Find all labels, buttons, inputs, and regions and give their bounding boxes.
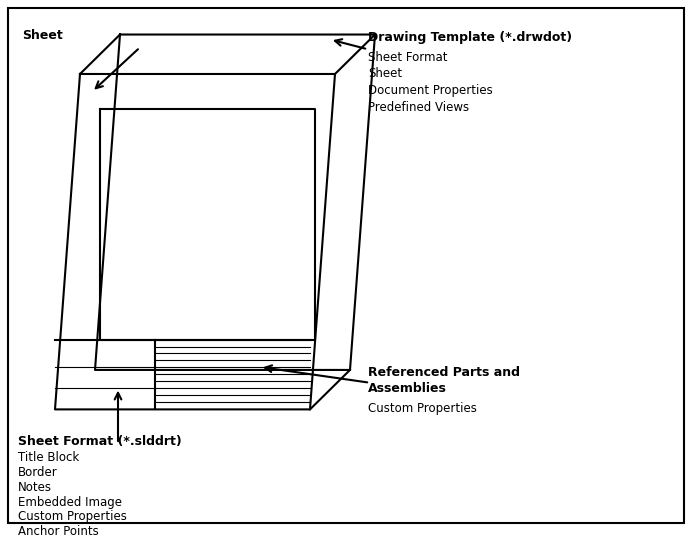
Text: Sheet: Sheet — [368, 67, 402, 81]
Text: Custom Properties: Custom Properties — [368, 402, 477, 415]
Text: Sheet Format (*.slddrt): Sheet Format (*.slddrt) — [18, 435, 182, 449]
Text: Anchor Points: Anchor Points — [18, 525, 99, 538]
Text: Document Properties: Document Properties — [368, 84, 493, 97]
Text: Notes: Notes — [18, 481, 52, 494]
Text: Drawing Template (*.drwdot): Drawing Template (*.drwdot) — [368, 31, 572, 44]
Text: Embedded Image: Embedded Image — [18, 495, 122, 508]
Text: Title Block: Title Block — [18, 451, 80, 464]
Text: Predefined Views: Predefined Views — [368, 101, 469, 114]
Text: Sheet: Sheet — [22, 29, 63, 42]
Text: Assemblies: Assemblies — [368, 382, 447, 395]
Text: Referenced Parts and: Referenced Parts and — [368, 366, 520, 379]
Text: Border: Border — [18, 466, 57, 479]
Text: Sheet Format: Sheet Format — [368, 51, 448, 63]
Text: Custom Properties: Custom Properties — [18, 511, 127, 523]
